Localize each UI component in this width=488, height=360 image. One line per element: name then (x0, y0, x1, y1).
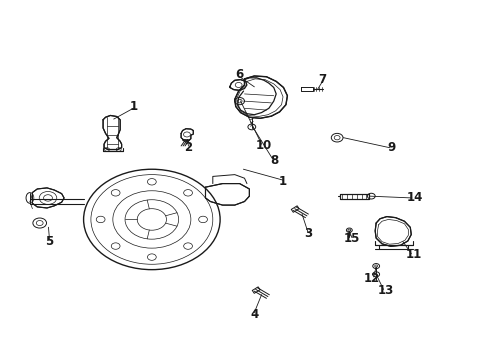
Polygon shape (234, 76, 287, 118)
Text: 7: 7 (318, 73, 326, 86)
Text: 14: 14 (406, 192, 423, 204)
Polygon shape (205, 184, 249, 205)
Text: 1: 1 (129, 100, 137, 113)
Text: 6: 6 (235, 68, 243, 81)
Text: 1: 1 (278, 175, 286, 188)
Polygon shape (229, 80, 246, 90)
Polygon shape (103, 116, 122, 149)
Text: 11: 11 (405, 248, 422, 261)
Text: 2: 2 (184, 141, 192, 154)
Text: 5: 5 (45, 235, 54, 248)
Polygon shape (32, 188, 64, 208)
Text: 9: 9 (387, 141, 395, 154)
Text: 10: 10 (255, 139, 272, 152)
Text: 8: 8 (270, 154, 278, 167)
Text: 15: 15 (343, 232, 359, 245)
Text: 4: 4 (250, 308, 258, 321)
Polygon shape (339, 194, 368, 199)
Polygon shape (374, 217, 410, 246)
Polygon shape (181, 129, 193, 140)
Text: 3: 3 (303, 227, 311, 240)
Text: 13: 13 (377, 284, 393, 297)
Text: 12: 12 (364, 272, 380, 285)
